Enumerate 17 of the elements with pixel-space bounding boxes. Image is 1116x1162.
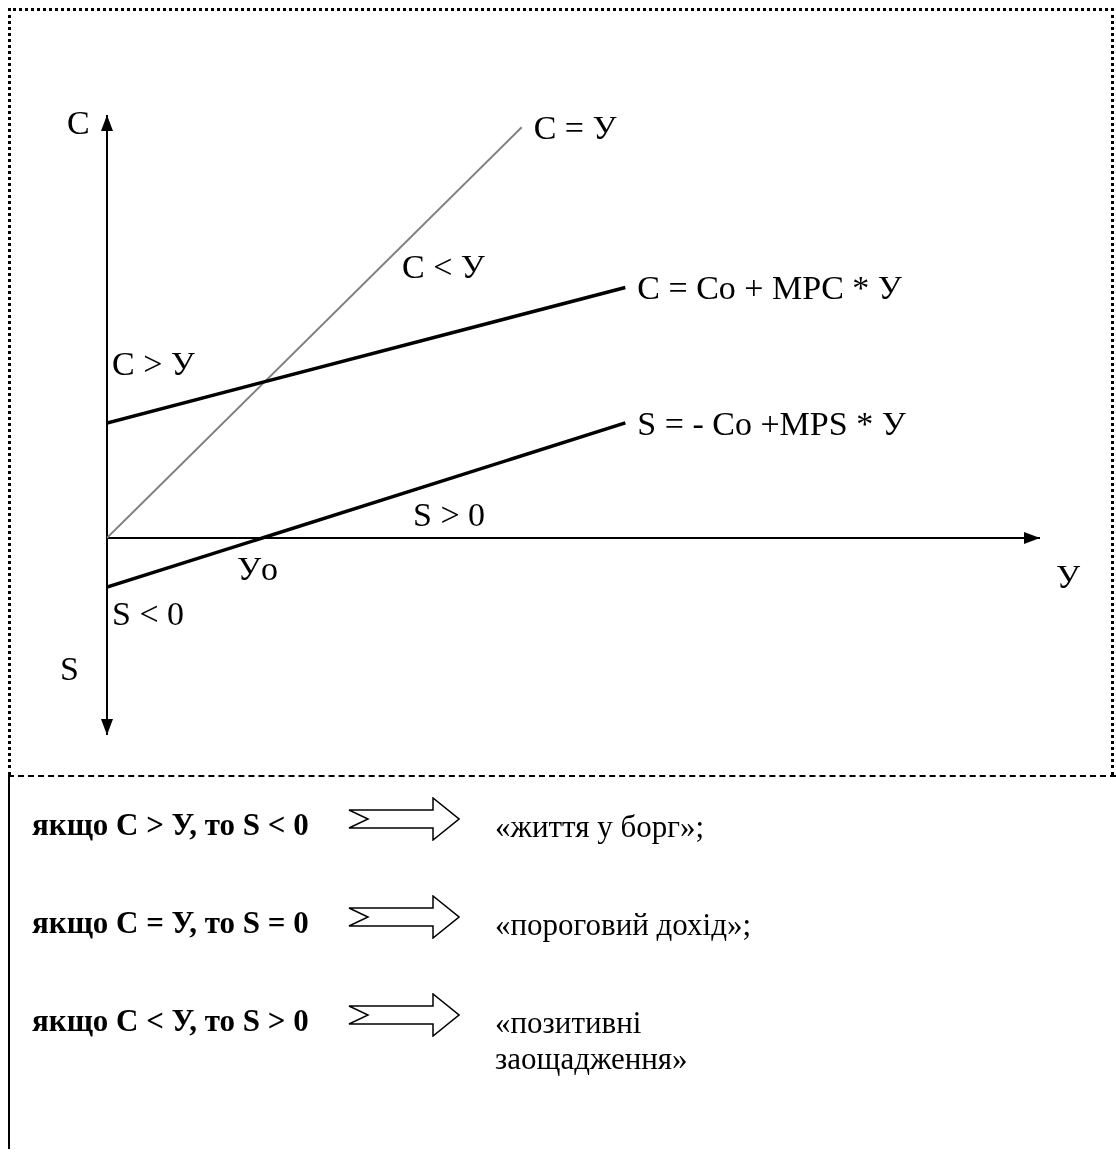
annotation: S > 0 [413, 495, 486, 535]
series-label: C = Co + MPC * У [637, 269, 903, 307]
series-label: C = У [533, 109, 618, 147]
text: якщо C > У, то S < 0 [32, 806, 310, 843]
text: якщо C = У, то S = 0 [32, 904, 310, 941]
text: якщо C < У, то S > 0 [32, 1002, 310, 1039]
annotation: C > У [112, 344, 195, 384]
series-label: S = - Co +MPS * У [637, 404, 907, 442]
text: «життя у борг»; [495, 808, 706, 845]
text: «позитивні заощадження» [495, 1004, 689, 1077]
x-axis-title: У [1055, 557, 1081, 595]
y-axis-title: C [67, 104, 90, 142]
annotation: Уo [237, 549, 279, 589]
text: «пороговий дохід»; [495, 906, 753, 943]
text: S [60, 649, 79, 689]
annotation: C < У [402, 247, 485, 287]
text: S < 0 [112, 594, 185, 634]
